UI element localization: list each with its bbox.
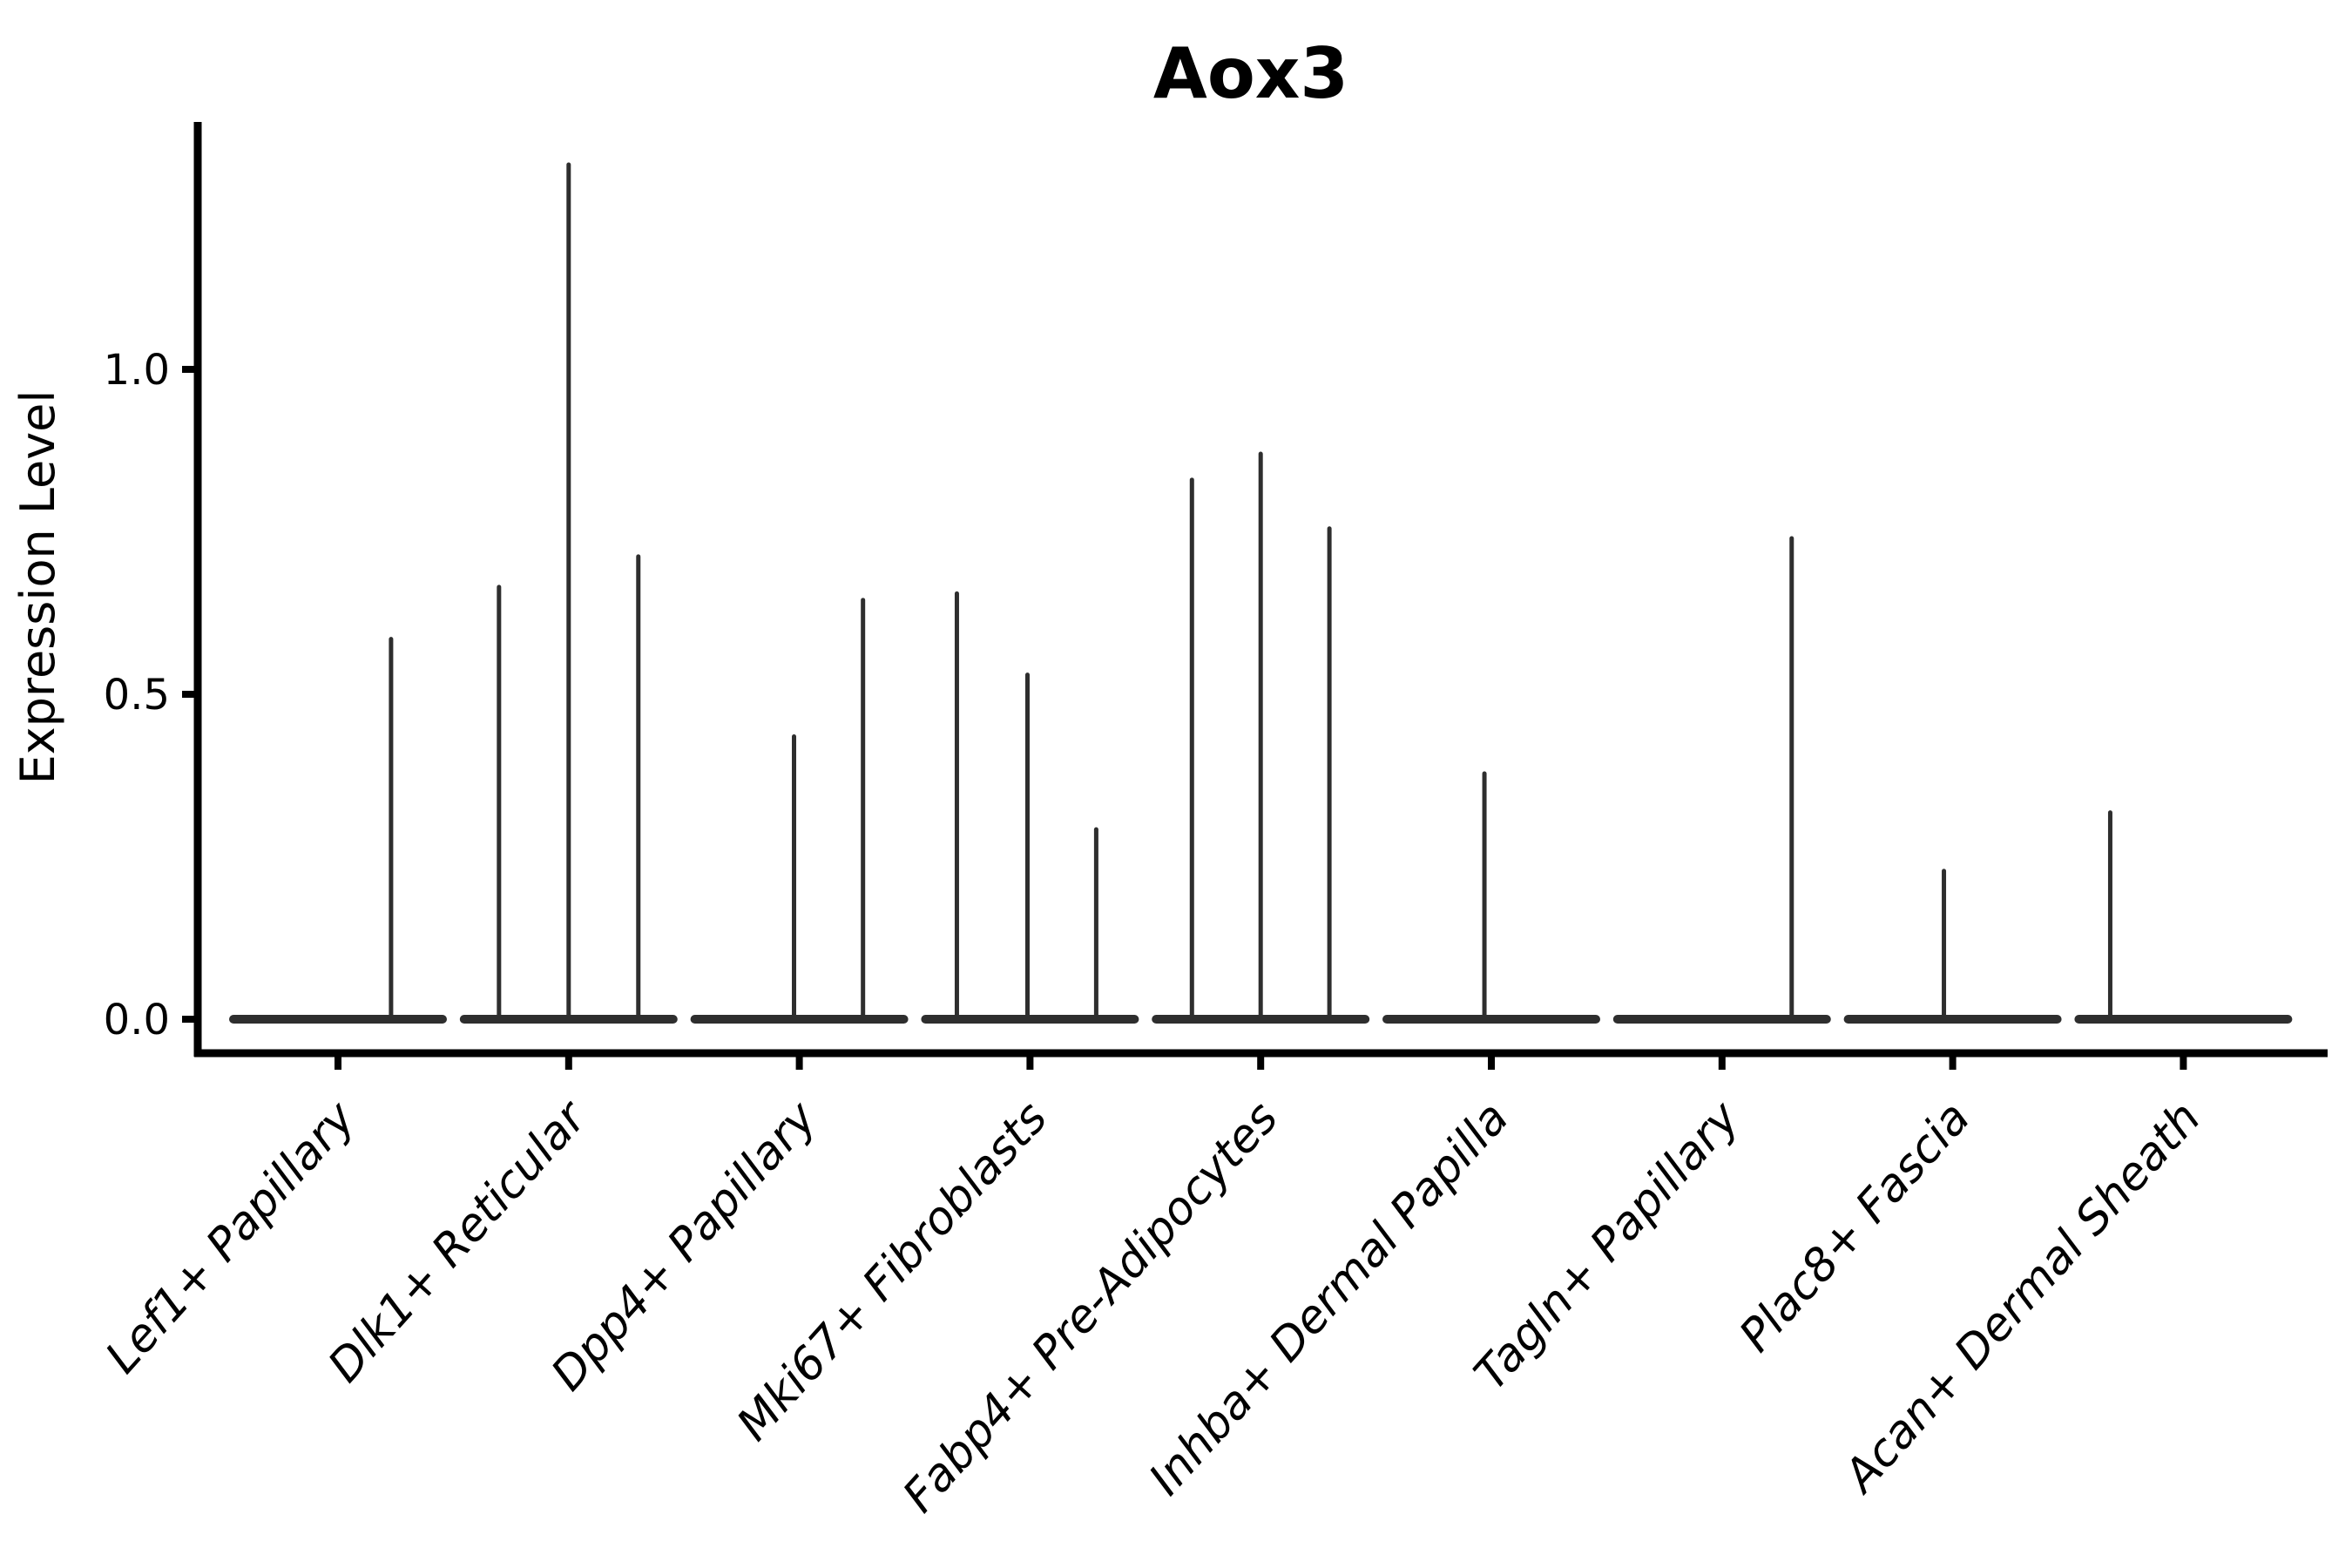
y-axis-label: Expression Level — [10, 390, 65, 785]
y-tick-label: 0.0 — [104, 996, 170, 1044]
y-tick-label: 0.5 — [104, 671, 170, 720]
violin-group — [459, 162, 678, 1024]
x-tick-label: Fabp4+ Pre-Adipocytes — [893, 1092, 1288, 1523]
violin-group — [229, 637, 447, 1024]
x-tick-label: Lef1+ Papillary — [96, 1092, 366, 1383]
violin-group — [1382, 771, 1600, 1024]
chart-title: Aox3 — [1153, 33, 1348, 114]
violin-group — [690, 598, 909, 1024]
x-tick-label: Plac8+ Fascia — [1730, 1092, 1981, 1362]
violin-group — [1843, 868, 2062, 1024]
violins — [229, 162, 2293, 1024]
violin-group — [2074, 810, 2293, 1024]
y-tick-label: 1.0 — [104, 346, 170, 395]
x-tick-label: Dlk1+ Reticular — [319, 1090, 598, 1393]
violin-group — [921, 591, 1139, 1024]
violin-group — [1612, 536, 1831, 1024]
violin-group — [1152, 451, 1370, 1024]
